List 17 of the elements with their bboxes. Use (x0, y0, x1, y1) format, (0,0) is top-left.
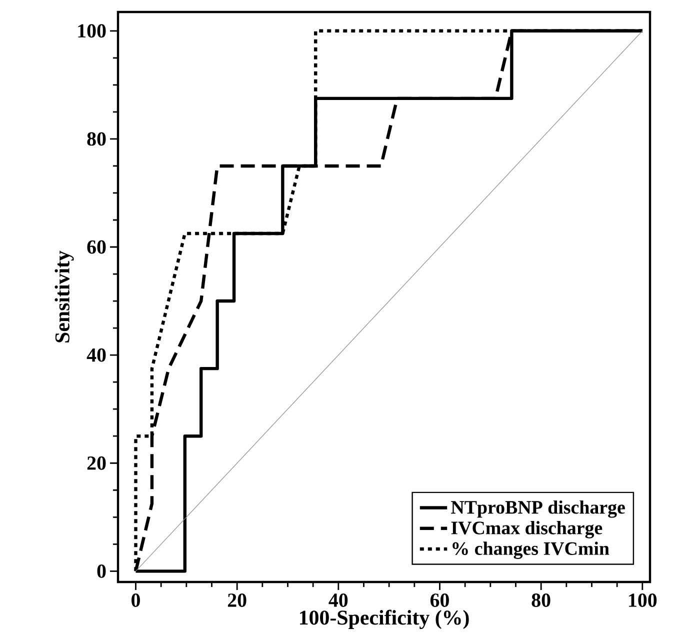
x-tick-label: 0 (132, 594, 140, 607)
y-tick-label: 60 (87, 240, 106, 254)
legend-label: NTproBNP discharge (451, 500, 625, 518)
x-axis-title: 100-Specificity (%) (300, 610, 469, 630)
y-tick-label: 100 (78, 24, 106, 38)
x-tick-label: 100 (629, 594, 657, 607)
y-tick-label: 0 (97, 564, 106, 578)
x-tick-label: 40 (328, 594, 348, 607)
y-tick-label: 20 (87, 456, 106, 470)
y-axis-title: Sensitivity (54, 250, 74, 342)
x-tick-label: 80 (532, 594, 550, 607)
y-tick-label: 40 (86, 348, 106, 362)
x-tick-label: 60 (430, 594, 449, 607)
y-tick-label: 80 (87, 132, 106, 146)
legend-label: % changes IVCmin (452, 542, 610, 559)
x-tick-label: 20 (228, 594, 246, 607)
legend-label: IVCmax discharge (451, 521, 602, 538)
